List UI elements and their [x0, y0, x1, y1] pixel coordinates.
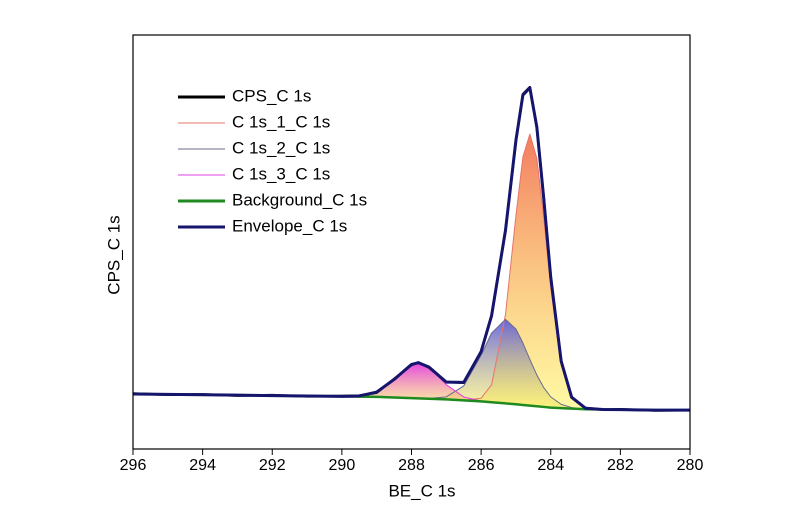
x-tick-label: 282	[607, 457, 634, 474]
x-tick-label: 292	[259, 457, 286, 474]
y-axis-label: CPS_C 1s	[104, 215, 123, 294]
legend-label: C 1s_1_C 1s	[232, 112, 330, 131]
x-tick-label: 290	[329, 457, 356, 474]
component-area	[133, 134, 690, 411]
legend-label: CPS_C 1s	[232, 86, 311, 105]
x-tick-label: 288	[398, 457, 425, 474]
legend-label: Background_C 1s	[232, 190, 367, 209]
x-tick-label: 296	[120, 457, 147, 474]
x-tick-label: 280	[677, 457, 704, 474]
x-tick-label: 286	[468, 457, 495, 474]
x-tick-label: 294	[189, 457, 216, 474]
x-axis-label: BE_C 1s	[388, 481, 455, 500]
legend-label: C 1s_3_C 1s	[232, 164, 330, 183]
component-area	[133, 362, 690, 411]
series-line	[132, 85, 691, 412]
plot-frame	[132, 34, 691, 450]
x-tick-label: 284	[537, 457, 564, 474]
legend-label: Envelope_C 1s	[232, 216, 347, 235]
series-line	[132, 86, 690, 412]
legend-label: C 1s_2_C 1s	[232, 138, 330, 157]
